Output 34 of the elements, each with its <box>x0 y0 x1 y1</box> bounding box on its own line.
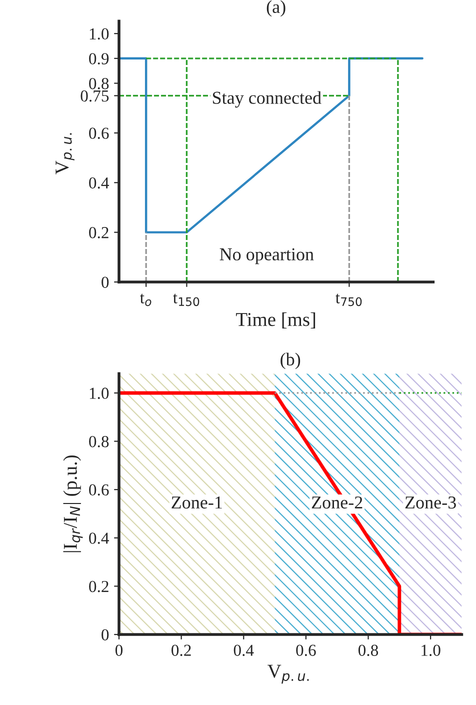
x-tick-label: t$_{750}$ <box>336 294 362 306</box>
y-tick-label: 0.8 <box>89 78 109 90</box>
x-tick-label: 0.2 <box>172 644 191 656</box>
y-axis-title: |I$_{qr}$/I$_{N}$| (p.u.) <box>63 455 83 552</box>
y-tick-label: 0.9 <box>89 53 109 64</box>
chart-title: (b) <box>280 352 300 370</box>
y-tick-label: 0.2 <box>89 227 108 238</box>
y-tick-label: 0.6 <box>89 484 109 496</box>
x-tick-label: t$_{150}$ <box>173 294 200 306</box>
y-tick-label: 0.6 <box>89 128 109 139</box>
x-tick-label: t$_{o}$ <box>140 294 152 306</box>
x-axis-title: Time [ms] <box>236 312 316 328</box>
annotation: Stay connected <box>212 91 322 108</box>
y-tick-label: 0.4 <box>89 177 110 189</box>
y-tick-label: 1.0 <box>90 28 109 40</box>
y-tick-label: 0.4 <box>89 532 110 544</box>
x-tick-label: 0.4 <box>234 644 254 656</box>
x-tick-label: 0.6 <box>296 644 316 656</box>
y-axis-title: V$_{p.u.}$ <box>56 133 74 174</box>
y-tick-label: 0.2 <box>89 580 108 592</box>
chart-title: (a) <box>266 0 286 17</box>
band-label: Zone-1 <box>172 496 222 509</box>
x-axis-title: V$_{p.u.}$ <box>268 664 309 684</box>
y-tick-label: 0.75 <box>80 90 109 102</box>
band-label: Zone-2 <box>312 496 362 509</box>
band-label: Zone-3 <box>405 496 456 509</box>
y-tick-label: 0 <box>102 276 109 288</box>
y-tick-label: 1.0 <box>90 388 109 399</box>
annotation: No opeartion <box>220 248 314 264</box>
x-tick-label: 0 <box>115 644 123 656</box>
y-tick-label: 0.8 <box>89 436 109 448</box>
x-tick-label: 1.0 <box>422 644 440 656</box>
y-tick-label: 0 <box>102 629 109 640</box>
x-tick-label: 0.8 <box>358 644 378 656</box>
